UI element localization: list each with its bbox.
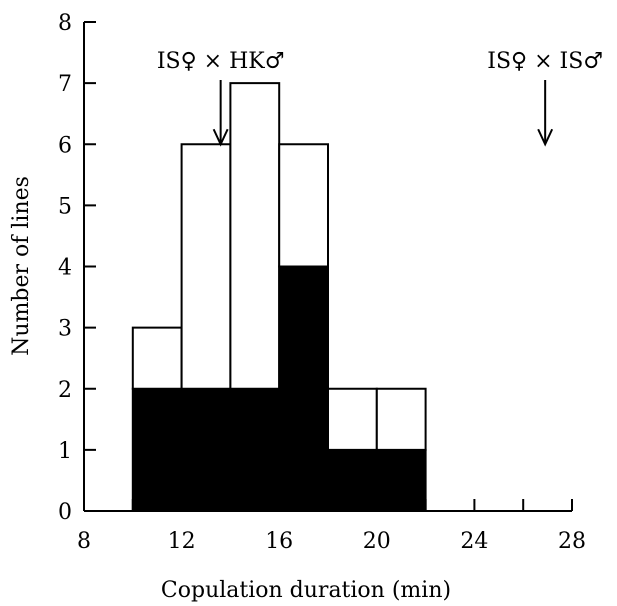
bar-open-segment [131,326,183,390]
y-tick-label: 7 [58,72,72,97]
annotations-layer: IS♀ × HK♂ IS♀ × IS♂ [157,49,603,147]
y-tick-label: 6 [58,133,72,158]
bar-open-segment [375,387,427,451]
bar-open-segment [229,82,281,390]
x-tick-label: 16 [265,529,293,554]
y-tick-label: 5 [58,194,72,219]
bar-filled-segment [180,387,232,512]
x-tick-label: 20 [363,529,391,554]
bar-open-segment [278,143,330,268]
bars-layer [131,82,427,512]
bar-filled-segment [229,387,281,512]
y-tick-label: 1 [58,439,72,464]
bar-filled-segment [327,448,378,512]
bar-open-segment [180,143,232,390]
bar-filled-segment [375,448,427,512]
x-tick-label: 8 [77,529,91,554]
x-axis-title: Copulation duration (min) [161,578,451,603]
annotation-arrow-head [537,128,554,147]
bar-open-segment [327,387,378,451]
bar-filled-segment [278,265,330,512]
x-tick-label: 28 [558,529,586,554]
y-tick-label: 4 [58,256,72,281]
cross-annotation-label: IS♀ × IS♂ [487,49,603,74]
y-tick-label: 3 [58,317,72,342]
y-axis-title: Number of lines [9,176,34,356]
y-tick-label: 8 [58,11,72,36]
y-tick-label: 2 [58,378,72,403]
y-tick-label: 0 [58,500,72,525]
annotation-arrow-head [212,128,229,147]
x-tick-label: 24 [460,529,488,554]
bar-filled-segment [131,387,183,512]
cross-annotation-label: IS♀ × HK♂ [157,49,285,74]
x-tick-label: 12 [168,529,196,554]
